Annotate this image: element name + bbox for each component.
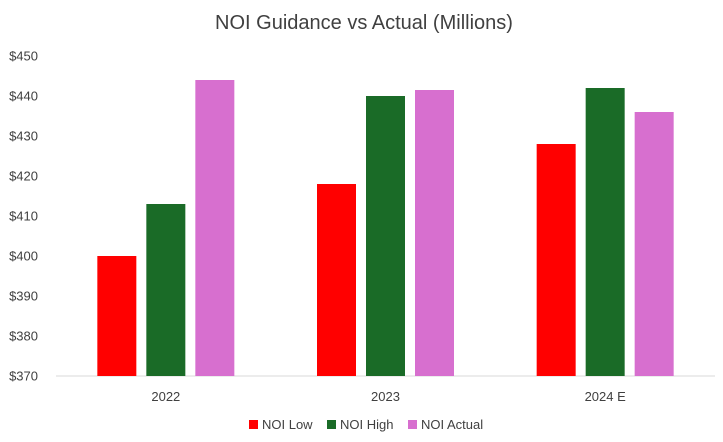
chart-title: NOI Guidance vs Actual (Millions) [215,12,513,34]
bars-group [97,80,674,376]
x-tick-label: 2022 [151,389,180,404]
bar-noi-high-2024-e [585,88,625,376]
legend-label: NOI High [340,417,393,432]
x-axis-tick-labels: 2022 2023 2024 E [151,389,626,404]
y-axis-tick-labels: $370 $380 $390 $400 $410 $420 $430 $440 $450 [9,49,38,384]
y-tick-label: $430 [9,129,38,144]
bar-noi-low-2024-e [536,144,576,376]
legend: NOI Low NOI High NOI Actual [249,417,483,432]
bar-noi-actual-2024-e [634,112,674,376]
y-tick-label: $420 [9,169,38,184]
y-tick-label: $380 [9,329,38,344]
bar-noi-actual-2023 [415,90,454,376]
bar-noi-actual-2022 [195,80,235,376]
y-tick-label: $440 [9,89,38,104]
y-tick-label: $390 [9,289,38,304]
bar-noi-high-2023 [366,96,405,376]
y-tick-label: $450 [9,49,38,64]
legend-swatch-noi-actual [408,420,417,429]
legend-label: NOI Actual [421,417,483,432]
legend-label: NOI Low [262,417,313,432]
y-tick-label: $410 [9,209,38,224]
legend-swatch-noi-low [249,420,258,429]
bar-noi-high-2022 [146,204,186,376]
bar-noi-low-2023 [317,184,356,376]
y-tick-label: $370 [9,369,38,384]
bar-noi-low-2022 [97,256,137,376]
x-tick-label: 2023 [371,389,400,404]
y-tick-label: $400 [9,249,38,264]
legend-swatch-noi-high [327,420,336,429]
x-tick-label: 2024 E [585,389,627,404]
